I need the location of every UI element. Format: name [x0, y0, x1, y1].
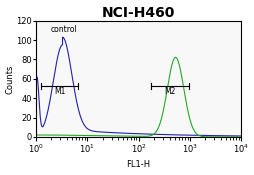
Y-axis label: Counts: Counts [6, 64, 14, 93]
Text: M2: M2 [164, 87, 175, 96]
X-axis label: FL1-H: FL1-H [126, 160, 150, 169]
Text: M1: M1 [54, 87, 65, 96]
Title: NCI-H460: NCI-H460 [102, 6, 174, 20]
Text: control: control [50, 25, 77, 34]
